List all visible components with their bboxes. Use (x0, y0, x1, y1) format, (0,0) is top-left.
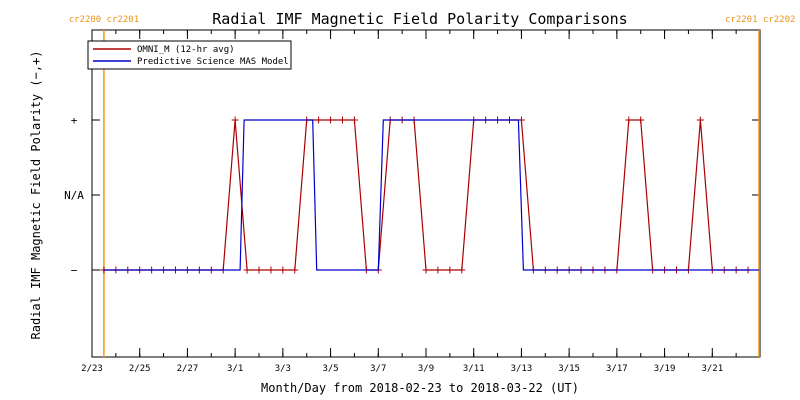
y-tick-label: − (71, 264, 78, 277)
x-tick-label: 3/15 (558, 364, 580, 374)
y-tick-label: N/A (64, 189, 84, 202)
carrington-label: cr2201 cr2202 (725, 15, 795, 25)
series-line-1 (103, 119, 759, 271)
carrington-markers: cr2200 cr2201 cr2201 cr2202 (69, 15, 795, 357)
x-axis: 2/23 2/25 2/27 3/1 3/3 3/5 3/7 3/9 3/11 3/13 3/15 3… (81, 30, 761, 374)
x-tick-label: 3/7 (370, 364, 386, 374)
series-point (350, 116, 358, 124)
x-tick-label: 3/17 (606, 364, 628, 374)
x-tick-label: 3/21 (701, 364, 723, 374)
series-point (279, 266, 287, 274)
x-tick-label: 2/25 (129, 364, 151, 374)
x-tick-label: 3/9 (418, 364, 434, 374)
series-point (696, 116, 704, 124)
legend-entry: Predictive Science MAS Model (137, 57, 289, 67)
series-point (267, 266, 275, 274)
legend: OMNI_M (12-hr avg) Predictive Science MAS… (87, 40, 292, 70)
series-point (446, 266, 454, 274)
x-tick-label: 3/5 (322, 364, 338, 374)
x-tick-label: 3/3 (275, 364, 291, 374)
y-axis-label: Radial IMF Magnetic Field Polarity (−,+) (29, 51, 43, 340)
series-point (422, 266, 430, 274)
series-point (231, 116, 239, 124)
series-point (291, 266, 299, 274)
series-point (315, 116, 323, 124)
y-axis: − N/A + (64, 114, 760, 277)
x-tick-label: 2/23 (81, 364, 103, 374)
series-point (434, 266, 442, 274)
legend-entry: OMNI_M (12-hr avg) (137, 45, 235, 55)
x-tick-label: 3/19 (654, 364, 676, 374)
series-point (625, 116, 633, 124)
legend-box (87, 40, 292, 70)
y-tick-label: + (71, 114, 78, 127)
x-tick-label: 2/27 (177, 364, 199, 374)
carrington-label: cr2200 cr2201 (69, 15, 139, 25)
x-tick-label: 3/11 (463, 364, 485, 374)
chart-title: Radial IMF Magnetic Field Polarity Compa… (212, 10, 627, 28)
series-layer (100, 116, 759, 274)
x-tick-label: 3/13 (511, 364, 533, 374)
series-point (458, 266, 466, 274)
x-tick-label: 3/1 (227, 364, 243, 374)
x-axis-label: Month/Day from 2018-02-23 to 2018-03-22 … (261, 381, 579, 395)
series-point (255, 266, 263, 274)
series-point (637, 116, 645, 124)
series-point (243, 266, 251, 274)
series-point (517, 116, 525, 124)
series-point (327, 116, 335, 124)
series-point (339, 116, 346, 124)
